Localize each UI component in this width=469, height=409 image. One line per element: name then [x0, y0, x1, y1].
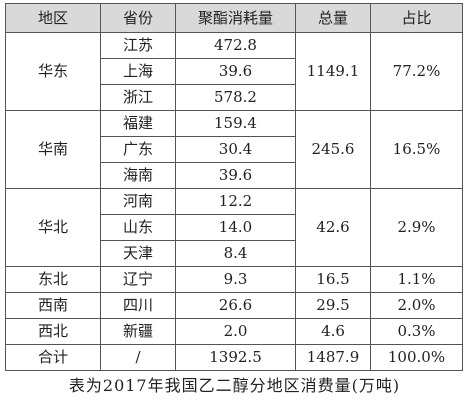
header-cell: 地区 [5, 3, 101, 33]
region-cell: 华南 [5, 110, 101, 189]
total-cell: 1149.1 [295, 32, 371, 111]
region-cell: 西南 [5, 292, 101, 319]
province-cell: 山东 [100, 214, 176, 241]
table-body: 华东 江苏 472.8 1149.1 77.2% 上海 39.6 浙江 578.2 华南 福建 159… [5, 32, 463, 371]
consumption-cell: 159.4 [175, 110, 296, 137]
table-row: 华北 河南 12.2 42.6 2.9% [5, 188, 463, 267]
consumption-cell: 26.6 [175, 292, 296, 319]
header-cell: 聚酯消耗量 [175, 3, 296, 33]
province-cell: 上海 [100, 58, 176, 85]
region-cell: 华北 [5, 188, 101, 267]
province-cell: / [100, 344, 176, 371]
header-cell: 总量 [295, 3, 371, 33]
consumption-cell: 472.8 [175, 32, 296, 59]
header-row: 地区 省份 聚酯消耗量 总量 占比 [5, 3, 463, 33]
region-cell: 西北 [5, 318, 101, 345]
table-row: 东北 辽宁 9.3 16.5 1.1% [5, 266, 463, 293]
table-row: 海南 39.6 [6, 162, 463, 189]
region-cell: 合计 [5, 344, 101, 371]
header-cell: 占比 [370, 3, 463, 33]
consumption-cell: 39.6 [175, 162, 296, 189]
total-cell: 29.5 [295, 292, 371, 319]
total-cell: 245.6 [295, 110, 371, 189]
consumption-cell: 8.4 [175, 240, 296, 267]
table-row: 天津 8.4 [6, 240, 463, 267]
table-row: 合计/1392.5 1487.9 100.0% [5, 344, 463, 371]
province-cell: 辽宁 [100, 266, 176, 293]
table-row: 浙江 578.2 [6, 84, 463, 111]
table-row: 山东 14.0 [6, 214, 463, 241]
header-cell: 省份 [100, 3, 176, 33]
consumption-cell: 14.0 [175, 214, 296, 241]
consumption-cell: 12.2 [175, 188, 296, 215]
consumption-cell: 30.4 [175, 136, 296, 163]
province-cell: 河南 [100, 188, 176, 215]
table-row: 广东 30.4 [6, 136, 463, 163]
caption: 表为2017年我国乙二醇分地区消费量(万吨) [68, 376, 401, 395]
table-row: 华东 江苏 472.8 1149.1 77.2% [5, 32, 463, 111]
table-row: 西南 四川 26.6 29.5 2.0% [5, 292, 463, 319]
province-cell: 新疆 [100, 318, 176, 345]
province-cell: 海南 [100, 162, 176, 189]
province-cell: 浙江 [100, 84, 176, 111]
consumption-cell: 2.0 [175, 318, 296, 345]
total-cell: 4.6 [295, 318, 371, 345]
province-cell: 天津 [100, 240, 176, 267]
share-cell: 77.2% [370, 32, 463, 111]
data-table: 地区 省份 聚酯消耗量 总量 占比 华东 江苏 472.8 1149.1 77.2% 上海 39.6… [5, 3, 463, 371]
total-cell: 42.6 [295, 188, 371, 267]
share-cell: 0.3% [370, 318, 463, 345]
consumption-cell: 39.6 [175, 58, 296, 85]
province-cell: 广东 [100, 136, 176, 163]
share-cell: 2.9% [370, 188, 463, 267]
total-cell: 16.5 [295, 266, 371, 293]
total-cell: 1487.9 [295, 344, 371, 371]
table-wrapper: 地区 省份 聚酯消耗量 总量 占比 华东 江苏 472.8 1149.1 77.2% 上海 39.6… [5, 3, 463, 371]
table-row: 上海 39.6 [6, 58, 463, 85]
share-cell: 100.0% [370, 344, 463, 371]
consumption-cell: 9.3 [175, 266, 296, 293]
region-cell: 华东 [5, 32, 101, 111]
consumption-cell: 1392.5 [175, 344, 296, 371]
province-cell: 福建 [100, 110, 176, 137]
table-row: 西北 新疆 2.0 4.6 0.3% [5, 318, 463, 345]
table-row: 华南 福建 159.4 245.6 16.5% [5, 110, 463, 189]
province-cell: 四川 [100, 292, 176, 319]
share-cell: 2.0% [370, 292, 463, 319]
share-cell: 16.5% [370, 110, 463, 189]
consumption-cell: 578.2 [175, 84, 296, 111]
region-cell: 东北 [5, 266, 101, 293]
province-cell: 江苏 [100, 32, 176, 59]
share-cell: 1.1% [370, 266, 463, 293]
